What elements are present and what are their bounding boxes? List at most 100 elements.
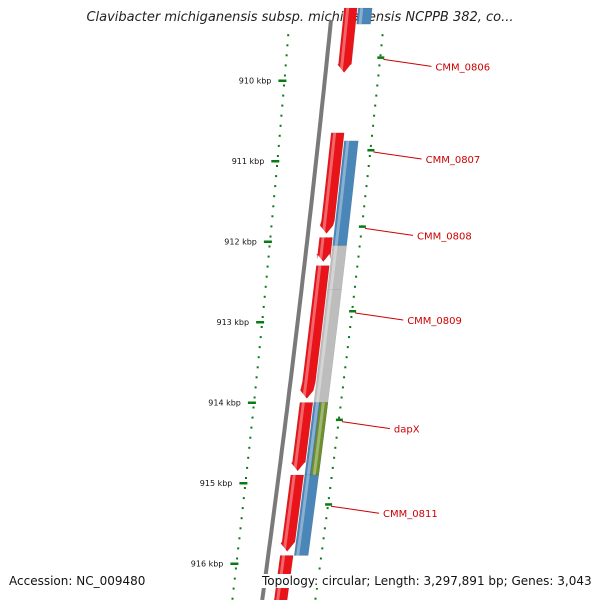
tick-dot xyxy=(379,54,382,57)
tick-dot xyxy=(345,356,348,359)
forward-gene-shine xyxy=(302,265,322,399)
label-leader xyxy=(355,312,404,321)
tick-dot xyxy=(282,94,285,97)
tick-dot xyxy=(246,466,249,469)
tick-dot xyxy=(233,577,236,580)
tick-dot xyxy=(275,175,278,178)
labels-layer: CMM_0806 CMM_0807 CMM_0808 CMM_0809 dapX CMM_… xyxy=(330,58,490,520)
tick-dot xyxy=(327,497,330,500)
tick-dot xyxy=(259,336,262,339)
tick-dot xyxy=(314,597,317,600)
ticks-layer: 910 kbp 911 kbp 912 kbp 913 kbp 914 kbp 915 k… xyxy=(191,34,385,600)
map-title: Clavibacter michiganensis subsp. michiga… xyxy=(86,10,514,25)
tick-dot xyxy=(315,587,318,590)
tick-dot xyxy=(356,265,359,268)
tick-label: 911 kbp xyxy=(232,157,265,166)
tick-dot xyxy=(285,54,288,57)
tick-dot xyxy=(323,527,326,530)
tick-dot xyxy=(267,255,270,258)
tick-dot xyxy=(322,537,325,540)
reverse-gene-shine xyxy=(315,289,333,403)
tick-dot xyxy=(318,567,321,570)
tick-dot xyxy=(269,235,272,238)
tick-dot xyxy=(330,477,333,479)
tick-dot xyxy=(377,74,380,77)
tick-dot xyxy=(341,386,344,389)
backbone-layer xyxy=(260,19,333,600)
tick-dot xyxy=(319,557,322,560)
tick-dot xyxy=(374,104,377,107)
tick-dot xyxy=(271,215,274,218)
minor-tick xyxy=(325,503,333,506)
tick-dot xyxy=(258,346,261,349)
tick-dot xyxy=(245,477,247,479)
reverse-gene xyxy=(356,7,373,25)
tick-dot xyxy=(266,265,269,268)
tick-dot xyxy=(232,587,235,590)
tick-dot xyxy=(260,326,263,328)
tick-dot xyxy=(274,185,277,188)
forward-gene xyxy=(337,7,358,73)
tick-dot xyxy=(251,416,254,419)
minor-tick xyxy=(377,56,385,59)
forward-gene-shine xyxy=(293,402,305,471)
tick-dot xyxy=(276,165,278,167)
tick-dot xyxy=(364,195,367,198)
gene-label: CMM_0808 xyxy=(417,231,472,242)
tick-dot xyxy=(238,537,241,540)
forward-gene xyxy=(290,402,314,472)
tick-dot xyxy=(287,34,290,37)
label-leader xyxy=(383,58,432,67)
tick-dot xyxy=(278,134,281,137)
forward-gene xyxy=(316,237,333,263)
tick-label: 913 kbp xyxy=(216,318,249,327)
tick-dot xyxy=(338,416,341,419)
tick-dot xyxy=(234,567,237,570)
tick-dot xyxy=(255,376,258,379)
forward-gene xyxy=(300,265,330,399)
tick-dot xyxy=(336,426,339,429)
tick-dot xyxy=(329,487,332,489)
tick-dot xyxy=(283,74,286,77)
tick-dot xyxy=(349,326,352,328)
genes-layer xyxy=(273,7,373,600)
gene-label: CMM_0807 xyxy=(426,155,481,166)
tick-dot xyxy=(362,215,365,218)
gene-label: CMM_0806 xyxy=(435,62,490,73)
reverse-gene-shine xyxy=(296,474,310,556)
tick-dot xyxy=(357,255,360,258)
forward-gene xyxy=(280,474,305,552)
tick-dot xyxy=(372,124,375,127)
tick-dot xyxy=(253,396,256,399)
tick-dot xyxy=(343,376,346,379)
tick-dot xyxy=(348,336,350,339)
tick-dot xyxy=(231,597,234,600)
reverse-gene-shine xyxy=(358,8,364,25)
tick-dot xyxy=(367,165,370,167)
tick-dot xyxy=(249,436,252,439)
label-leader xyxy=(373,151,422,160)
tick-dot xyxy=(371,134,373,137)
major-tick xyxy=(247,401,256,404)
tick-dot xyxy=(333,456,336,459)
tick-dot xyxy=(286,44,289,47)
major-tick xyxy=(256,321,265,324)
tick-dot xyxy=(325,517,328,520)
tick-dot xyxy=(280,114,283,117)
forward-gene-shine xyxy=(339,8,350,73)
gene-label: dapX xyxy=(394,425,420,436)
tick-dot xyxy=(358,245,361,248)
tick-dot xyxy=(346,346,349,349)
forward-gene xyxy=(319,132,345,234)
minor-tick xyxy=(358,225,366,228)
tick-dot xyxy=(261,316,264,318)
tick-dot xyxy=(352,295,355,298)
major-tick xyxy=(263,240,272,243)
tick-label: 914 kbp xyxy=(208,399,241,408)
tick-dot xyxy=(277,144,280,147)
tick-dot xyxy=(236,557,239,560)
minor-tick xyxy=(335,418,343,422)
tick-dot xyxy=(264,285,267,288)
reverse-gene-shine xyxy=(329,245,338,290)
